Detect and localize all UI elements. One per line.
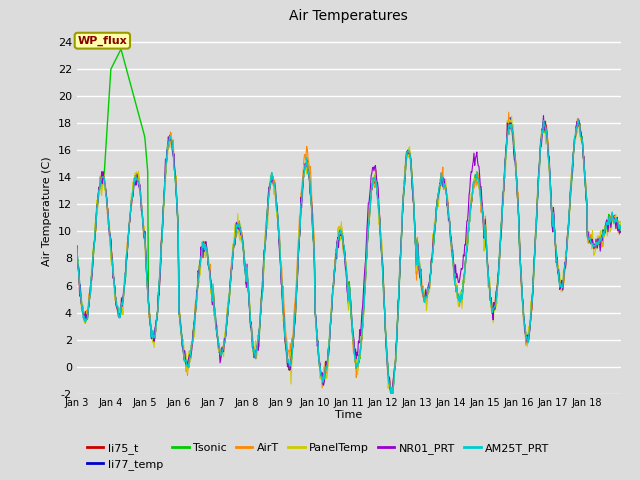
PanelTemp bbox=[406, 144, 413, 150]
AirT bbox=[617, 228, 625, 234]
li77_temp bbox=[436, 182, 444, 188]
Text: WP_flux: WP_flux bbox=[77, 36, 127, 46]
PanelTemp bbox=[237, 222, 244, 228]
Tsonic bbox=[138, 121, 145, 127]
Tsonic bbox=[73, 243, 81, 249]
Line: li75_t: li75_t bbox=[77, 121, 621, 395]
Line: Tsonic: Tsonic bbox=[77, 49, 621, 396]
AM25T_PRT bbox=[387, 394, 395, 399]
li75_t bbox=[387, 392, 395, 398]
Line: AirT: AirT bbox=[77, 112, 621, 400]
NR01_PRT bbox=[436, 180, 444, 186]
li75_t bbox=[264, 206, 271, 212]
PanelTemp bbox=[387, 395, 395, 401]
AM25T_PRT bbox=[617, 227, 625, 233]
AirT bbox=[73, 247, 81, 252]
Line: AM25T_PRT: AM25T_PRT bbox=[77, 120, 621, 396]
PanelTemp bbox=[284, 360, 292, 366]
NR01_PRT bbox=[264, 212, 271, 218]
li75_t bbox=[73, 244, 81, 250]
AirT bbox=[137, 193, 145, 199]
NR01_PRT bbox=[73, 243, 81, 249]
NR01_PRT bbox=[284, 359, 292, 364]
li75_t bbox=[436, 181, 444, 187]
li77_temp bbox=[506, 115, 514, 120]
Tsonic bbox=[237, 234, 245, 240]
Line: NR01_PRT: NR01_PRT bbox=[77, 116, 621, 399]
li77_temp bbox=[73, 243, 81, 249]
NR01_PRT bbox=[617, 228, 625, 234]
AirT bbox=[505, 109, 513, 115]
li75_t bbox=[137, 194, 145, 200]
AirT bbox=[387, 397, 395, 403]
Legend: li75_t, li77_temp, Tsonic, AirT, PanelTemp, NR01_PRT, AM25T_PRT: li75_t, li77_temp, Tsonic, AirT, PanelTe… bbox=[83, 438, 554, 474]
li75_t bbox=[284, 358, 292, 363]
li77_temp bbox=[264, 205, 271, 211]
Title: Air Temperatures: Air Temperatures bbox=[289, 10, 408, 24]
NR01_PRT bbox=[237, 232, 244, 238]
AirT bbox=[284, 347, 292, 353]
Line: PanelTemp: PanelTemp bbox=[77, 116, 621, 398]
Tsonic bbox=[406, 151, 414, 156]
li77_temp bbox=[237, 228, 244, 233]
Y-axis label: Air Temperature (C): Air Temperature (C) bbox=[42, 156, 52, 266]
li75_t bbox=[617, 228, 625, 233]
li77_temp bbox=[406, 149, 413, 155]
li77_temp bbox=[387, 394, 395, 399]
PanelTemp bbox=[508, 113, 515, 119]
PanelTemp bbox=[436, 186, 444, 192]
NR01_PRT bbox=[388, 396, 396, 402]
X-axis label: Time: Time bbox=[335, 410, 362, 420]
AM25T_PRT bbox=[137, 190, 145, 195]
AM25T_PRT bbox=[406, 150, 413, 156]
Tsonic bbox=[264, 195, 272, 201]
AM25T_PRT bbox=[237, 229, 244, 235]
li77_temp bbox=[137, 193, 145, 199]
li75_t bbox=[237, 229, 244, 235]
AirT bbox=[406, 147, 413, 153]
li77_temp bbox=[617, 226, 625, 232]
AM25T_PRT bbox=[73, 244, 81, 250]
NR01_PRT bbox=[406, 150, 413, 156]
Tsonic bbox=[285, 366, 292, 372]
PanelTemp bbox=[73, 246, 81, 252]
PanelTemp bbox=[264, 226, 271, 231]
NR01_PRT bbox=[137, 195, 145, 201]
AirT bbox=[264, 203, 271, 209]
AirT bbox=[436, 176, 444, 182]
AirT bbox=[237, 224, 244, 230]
PanelTemp bbox=[137, 189, 145, 195]
Line: li77_temp: li77_temp bbox=[77, 118, 621, 396]
Tsonic bbox=[387, 393, 395, 399]
Tsonic bbox=[617, 229, 625, 235]
AM25T_PRT bbox=[540, 118, 547, 123]
AM25T_PRT bbox=[264, 204, 271, 210]
Tsonic bbox=[437, 180, 445, 185]
AM25T_PRT bbox=[436, 181, 444, 187]
NR01_PRT bbox=[540, 113, 547, 119]
Tsonic bbox=[117, 47, 125, 52]
li75_t bbox=[406, 152, 413, 157]
li75_t bbox=[575, 118, 582, 124]
AM25T_PRT bbox=[284, 356, 292, 362]
PanelTemp bbox=[617, 228, 625, 234]
li77_temp bbox=[284, 360, 292, 366]
